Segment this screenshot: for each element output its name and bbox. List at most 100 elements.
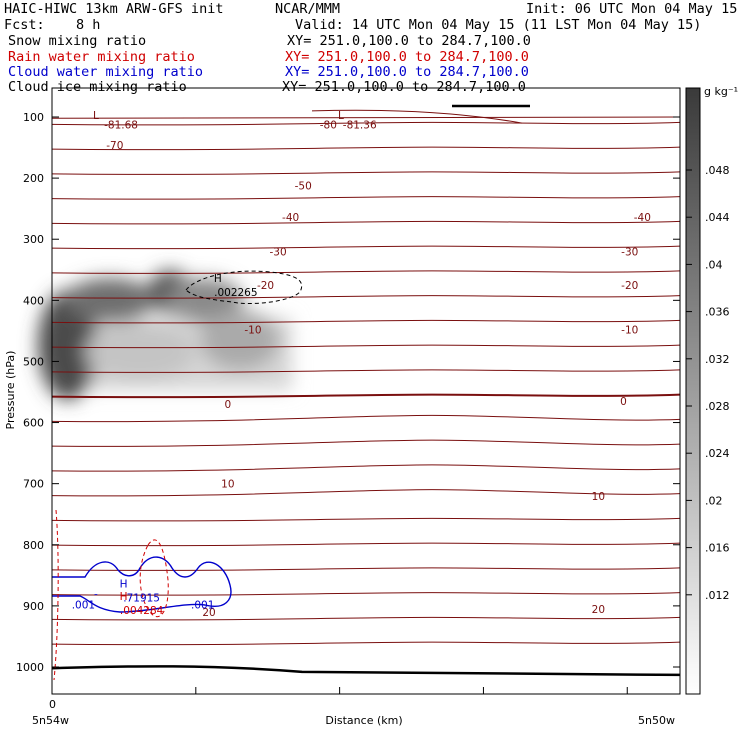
rain-water-contour bbox=[53, 509, 59, 681]
cloud-ice-contour bbox=[185, 270, 303, 305]
surface-pressure-line bbox=[51, 665, 681, 677]
colorbar-unit: g kg⁻¹ bbox=[704, 85, 738, 98]
cloud-water-contour bbox=[52, 556, 232, 613]
field-xy-cloud-water: XY= 251.0,100.0 to 284.7,100.0 bbox=[285, 64, 529, 80]
isotherm-label: -10 bbox=[621, 325, 638, 337]
isotherm-line bbox=[311, 109, 523, 124]
moisture-contour-label: .001 bbox=[191, 600, 214, 612]
isotherm-label: -20 bbox=[257, 280, 274, 292]
x-tick-label: 5n50w bbox=[638, 714, 675, 727]
organization-label: NCAR/MMM bbox=[275, 1, 341, 17]
colorbar-tick-label: .036 bbox=[705, 306, 730, 319]
isotherm-label: 0 bbox=[224, 399, 231, 411]
isotherm-line bbox=[51, 245, 681, 250]
isotherm-label: 10 bbox=[221, 479, 234, 491]
colorbar-tick-label: .024 bbox=[705, 447, 730, 460]
moisture-contours bbox=[52, 270, 303, 681]
extremum-marker: H bbox=[120, 579, 128, 591]
isotherm-line bbox=[51, 393, 681, 399]
init-time: Init: 06 UTC Mon 04 May 15 bbox=[526, 1, 738, 17]
y-tick-label: 100 bbox=[23, 111, 44, 124]
y-tick-label: 200 bbox=[23, 172, 44, 185]
low-marker: L bbox=[93, 110, 99, 122]
colorbar: g kg⁻¹ .048 .044 .04 .036 .032 .028 .024 .02 .01… bbox=[685, 85, 738, 695]
colorbar-tick-label: .048 bbox=[705, 164, 730, 177]
isotherm-label: -81.36 bbox=[343, 119, 377, 131]
forecast-hours: 8 h bbox=[76, 17, 101, 33]
rain-water-contour bbox=[139, 539, 169, 618]
x-tick-label: 0 bbox=[49, 698, 56, 711]
isotherm-line bbox=[51, 567, 681, 571]
isotherm-label: 0 bbox=[620, 396, 627, 408]
y-tick-label: 800 bbox=[23, 539, 44, 552]
field-name-rain: Rain water mixing ratio bbox=[8, 49, 195, 65]
x-axis-label: Distance (km) bbox=[325, 714, 402, 727]
y-tick-label: 300 bbox=[23, 233, 44, 246]
isotherm-line bbox=[51, 146, 681, 151]
forecast-label: Fcst: bbox=[4, 17, 45, 33]
extremum-value: .004284 bbox=[120, 605, 164, 617]
moisture-contour-label: - bbox=[94, 589, 98, 601]
isotherm-line bbox=[51, 489, 681, 497]
temperature-isotherms bbox=[51, 109, 681, 646]
isotherm-line bbox=[51, 542, 681, 547]
isotherm-label: -80 bbox=[320, 119, 337, 131]
isotherm-label: -20 bbox=[621, 280, 638, 292]
isotherm-label: -40 bbox=[634, 212, 651, 224]
isotherm-label: 20 bbox=[202, 607, 215, 619]
isotherm-label: -70 bbox=[106, 140, 123, 152]
plot-frame bbox=[51, 87, 681, 695]
field-xy-rain: XY= 251.0,100.0 to 284.7,100.0 bbox=[285, 49, 529, 65]
field-xy-cloud-ice: XY= 251.0,100.0 to 284.7,100.0 bbox=[282, 79, 526, 95]
field-name-cloud-ice: Cloud ice mixing ratio bbox=[8, 79, 187, 95]
isotherm-label: -30 bbox=[270, 246, 287, 258]
extremum-value: .002265 bbox=[214, 287, 257, 299]
surface-line bbox=[51, 104, 681, 677]
extremum-marker: H bbox=[120, 591, 128, 603]
y-tick-label: 500 bbox=[23, 355, 44, 368]
x-tick-label: 5n54w bbox=[32, 714, 69, 727]
isotherm-line bbox=[51, 121, 681, 126]
valid-time: Valid: 14 UTC Mon 04 May 15 (11 LST Mon … bbox=[295, 17, 702, 33]
isotherm-line bbox=[51, 270, 681, 274]
colorbar-gradient bbox=[685, 87, 701, 695]
isotherm-line bbox=[51, 464, 681, 472]
chart-title: HAIC-HIWC 13km ARW-GFS init bbox=[4, 1, 224, 17]
isotherm-line bbox=[51, 344, 681, 349]
isotherm-line bbox=[51, 171, 681, 175]
colorbar-tick-label: .044 bbox=[705, 211, 730, 224]
moisture-contour-label: .001 bbox=[72, 600, 95, 612]
isotherm-line bbox=[51, 616, 681, 621]
isotherm-line bbox=[51, 517, 681, 522]
isotherm-line bbox=[51, 641, 681, 646]
isotherm-label: -50 bbox=[295, 180, 312, 192]
colorbar-tick-label: .04 bbox=[705, 258, 723, 271]
isotherm-label: -40 bbox=[282, 212, 299, 224]
isotherm-line bbox=[51, 196, 681, 200]
colorbar-tick-label: .02 bbox=[705, 494, 723, 507]
isotherm-line bbox=[51, 295, 681, 299]
colorbar-tick-label: .032 bbox=[705, 353, 730, 366]
low-marker: L bbox=[338, 110, 344, 122]
y-tick-label: 900 bbox=[23, 600, 44, 613]
isotherm-label: 10 bbox=[592, 491, 605, 503]
field-name-cloud-water: Cloud water mixing ratio bbox=[8, 64, 204, 80]
isotherm-line bbox=[51, 414, 681, 423]
isotherm-line bbox=[51, 319, 681, 324]
isotherm-label: -10 bbox=[244, 325, 261, 337]
y-tick-label: 700 bbox=[23, 478, 44, 491]
colorbar-tick-label: .028 bbox=[705, 400, 730, 413]
field-name-snow: Snow mixing ratio bbox=[8, 33, 147, 49]
y-axis-label: Pressure (hPa) bbox=[4, 351, 17, 430]
field-xy-snow: XY= 251.0,100.0 to 284.7,100.0 bbox=[287, 33, 531, 49]
snow-mixing-ratio-shading bbox=[38, 270, 292, 400]
y-tick-label: 1000 bbox=[16, 661, 44, 674]
isotherm-line bbox=[51, 592, 681, 596]
contour-labels: -81.68 -80 -81.36-70-50-40 -40-30 -30-20 -20-… bbox=[72, 110, 651, 619]
colorbar-tick-label: .016 bbox=[705, 542, 730, 555]
isotherm-line bbox=[51, 369, 681, 373]
isotherm-line bbox=[51, 439, 681, 447]
isotherm-label: 20 bbox=[592, 604, 605, 616]
y-tick-label: 600 bbox=[23, 417, 44, 430]
isotherm-line bbox=[51, 220, 681, 225]
